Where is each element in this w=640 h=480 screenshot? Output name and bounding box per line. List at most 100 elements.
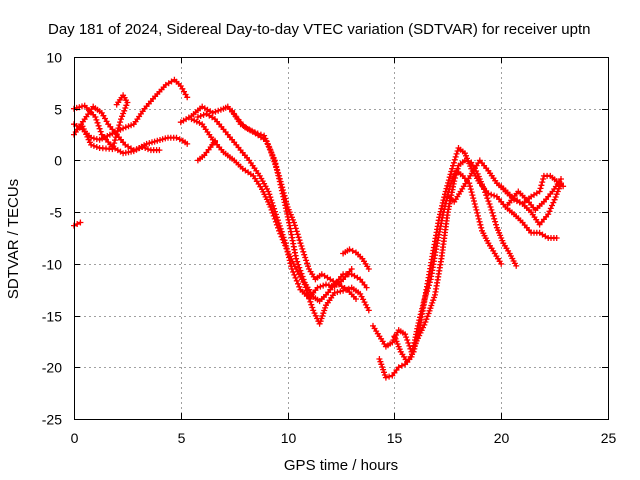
data-point-marker [560, 183, 567, 190]
data-point-marker [297, 240, 304, 247]
data-point-marker [116, 122, 123, 129]
data-point-marker [454, 148, 461, 154]
data-point-marker [437, 211, 443, 218]
data-point-marker [296, 264, 303, 271]
data-point-marker [272, 208, 278, 215]
data-point-marker [276, 175, 283, 182]
data-point-marker [323, 281, 329, 288]
data-point-marker [439, 202, 446, 209]
data-point-marker [265, 188, 272, 195]
data-point-marker [90, 142, 97, 149]
data-point-marker [85, 136, 92, 143]
data-point-marker [470, 195, 477, 202]
data-point-marker [296, 283, 303, 290]
data-point-marker [447, 171, 454, 178]
data-point-marker [412, 340, 419, 347]
data-point-marker [376, 356, 383, 362]
data-point-marker [94, 119, 101, 126]
data-point-marker [123, 102, 130, 109]
data-point-marker [184, 140, 191, 147]
data-point-marker [423, 316, 430, 323]
data-point-marker [325, 282, 332, 289]
data-point-marker [491, 192, 498, 199]
data-point-marker [540, 176, 547, 182]
data-point-marker [549, 202, 555, 209]
data-point-marker [290, 269, 297, 275]
y-axis-label: SDTVAR / TECUs [5, 179, 22, 299]
data-point-marker [553, 191, 560, 198]
data-point-marker [278, 228, 285, 235]
data-point-marker [283, 245, 290, 252]
data-point-marker [294, 231, 301, 238]
data-point-marker [113, 101, 120, 108]
data-point-marker [295, 280, 301, 287]
chart-title: Day 181 of 2024, Sidereal Day-to-day VTE… [48, 21, 590, 38]
data-point-marker [412, 343, 418, 349]
data-point-marker [74, 221, 81, 227]
data-point-marker [285, 251, 292, 258]
data-point-marker [491, 215, 498, 222]
data-point-marker [416, 325, 423, 332]
data-point-marker [115, 125, 122, 132]
series-track-9 [194, 137, 218, 164]
data-point-marker [193, 118, 200, 125]
data-point-marker [413, 337, 420, 344]
data-point-marker [84, 133, 91, 140]
data-point-marker [309, 304, 316, 311]
data-point-marker [283, 201, 290, 208]
data-point-marker [283, 198, 289, 205]
data-point-marker [438, 205, 445, 212]
data-point-marker [271, 158, 278, 165]
data-point-marker [277, 225, 284, 232]
data-point-marker [443, 185, 450, 192]
data-point-marker [425, 310, 432, 317]
data-point-marker [468, 189, 475, 196]
data-point-marker [286, 254, 292, 261]
plot-frame [74, 57, 609, 420]
data-point-marker [266, 144, 273, 151]
data-point-marker [280, 234, 287, 241]
data-point-marker [429, 299, 436, 306]
x-tick-label: 15 [387, 430, 403, 446]
data-point-marker [276, 172, 283, 179]
data-point-marker [450, 159, 457, 166]
data-point-marker [291, 222, 298, 229]
data-point-marker [293, 277, 300, 284]
data-point-marker [200, 111, 207, 118]
data-point-marker [275, 220, 282, 227]
data-point-marker [254, 130, 261, 137]
data-point-marker [310, 307, 317, 314]
data-point-marker [305, 263, 311, 270]
data-point-marker [498, 260, 505, 267]
series-track-8 [194, 110, 355, 301]
data-point-marker [82, 128, 88, 135]
data-point-marker [382, 374, 389, 381]
data-point-marker [353, 296, 359, 302]
data-point-marker [363, 284, 370, 291]
data-point-marker [386, 373, 393, 380]
data-point-marker [410, 348, 417, 355]
data-point-marker [121, 107, 128, 114]
data-point-marker [320, 310, 327, 317]
data-point-marker [415, 328, 422, 335]
data-point-marker [284, 248, 291, 255]
data-point-marker [283, 243, 290, 249]
data-point-marker [90, 135, 97, 142]
data-point-marker [113, 131, 120, 138]
data-point-marker [262, 135, 269, 142]
data-point-marker [280, 189, 287, 196]
data-point-marker [279, 187, 286, 193]
data-point-marker [96, 125, 103, 132]
data-point-marker [188, 116, 195, 123]
data-point-marker [475, 212, 481, 219]
data-point-marker [442, 188, 449, 195]
data-point-marker [288, 263, 295, 270]
data-point-marker [77, 219, 84, 226]
data-point-marker [278, 181, 285, 188]
data-point-marker [154, 137, 161, 144]
data-point-marker [97, 128, 104, 135]
data-point-marker [291, 219, 297, 226]
data-point-marker [196, 119, 203, 126]
data-point-marker [184, 94, 191, 101]
